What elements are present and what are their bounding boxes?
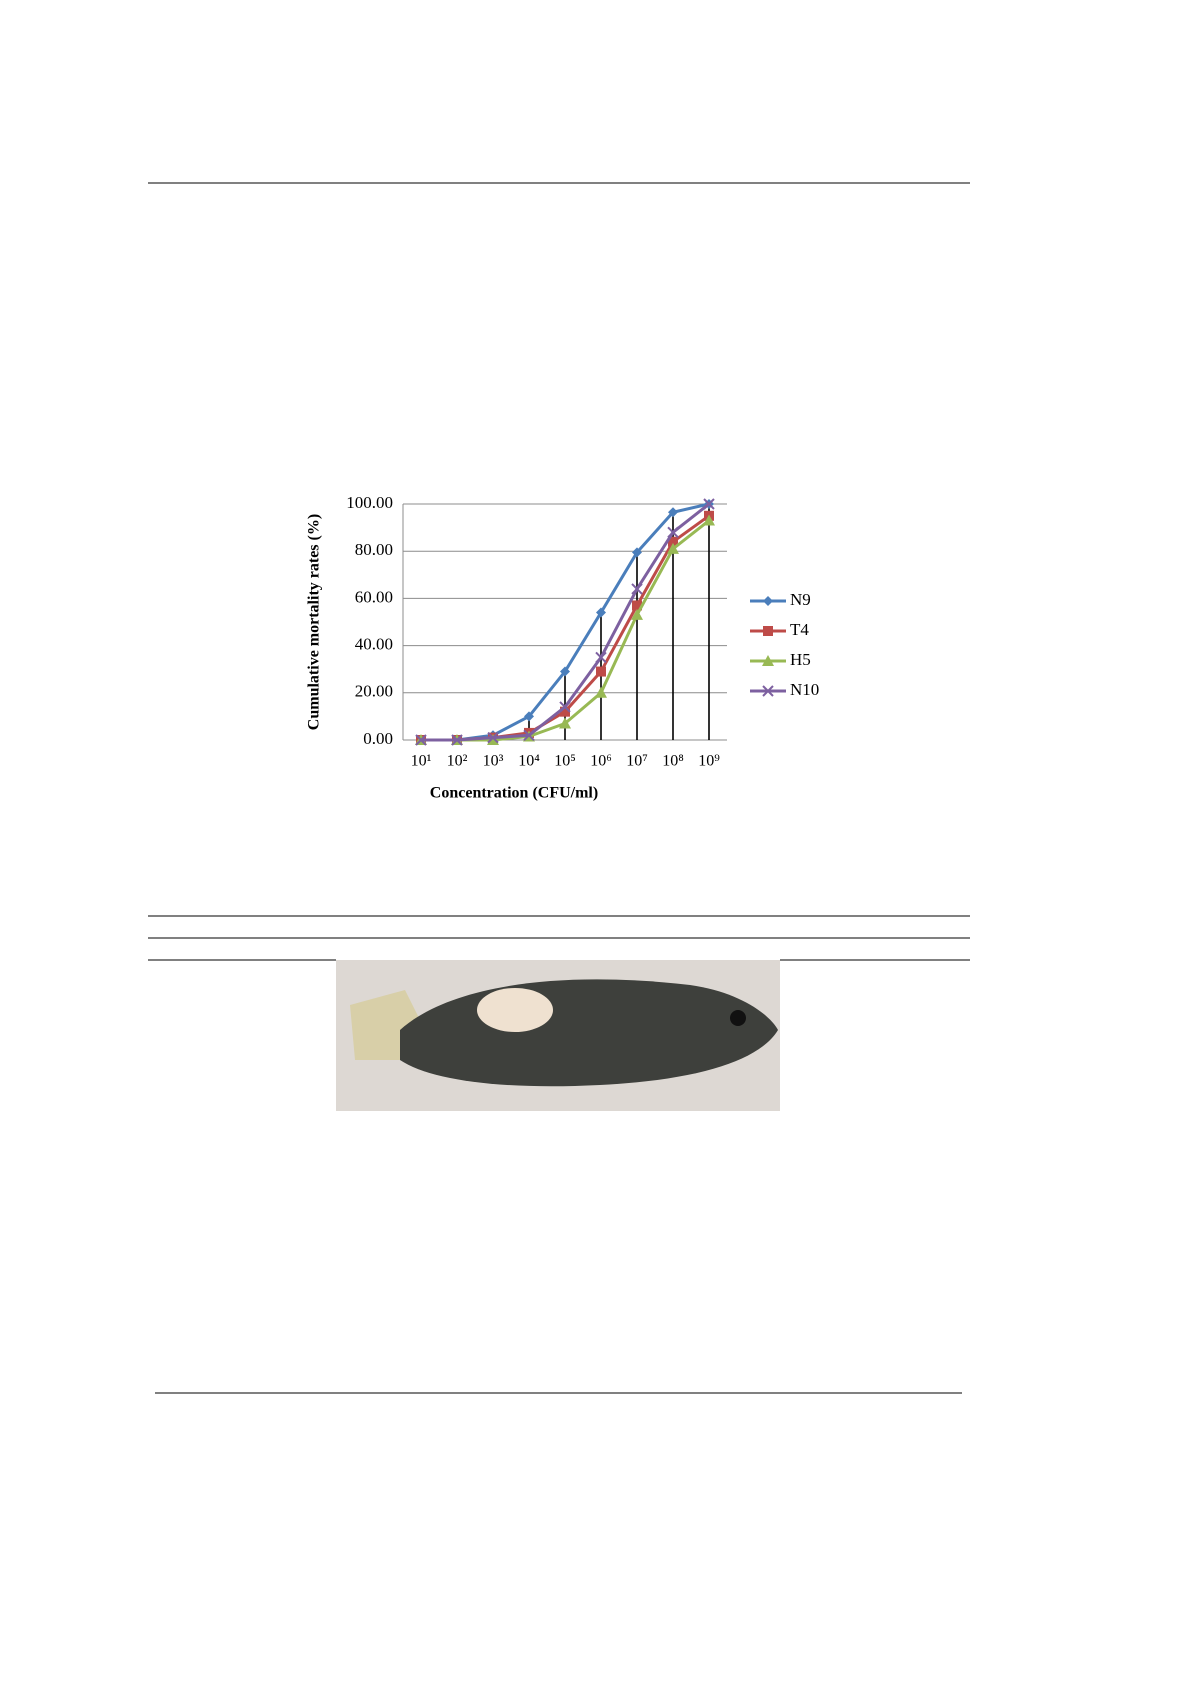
x-tick-label: 10¹ bbox=[411, 753, 432, 770]
data-point bbox=[632, 600, 642, 611]
data-point bbox=[703, 498, 715, 510]
x-tick-label: 10⁹ bbox=[698, 753, 720, 770]
data-point bbox=[667, 542, 679, 554]
data-point bbox=[595, 651, 607, 664]
y-tick-label: 100.00 bbox=[346, 493, 393, 512]
data-point bbox=[560, 706, 570, 717]
data-point bbox=[451, 734, 463, 746]
data-point bbox=[560, 666, 570, 677]
data-point bbox=[631, 608, 643, 620]
y-tick-label: 20.00 bbox=[355, 682, 393, 701]
legend-label: H5 bbox=[790, 650, 811, 669]
series-line bbox=[421, 502, 710, 742]
data-point bbox=[415, 734, 427, 746]
data-point bbox=[667, 526, 679, 539]
y-tick-label: 0.00 bbox=[363, 729, 393, 748]
data-point bbox=[596, 666, 606, 677]
data-point bbox=[703, 514, 715, 526]
legend-label: N9 bbox=[790, 590, 811, 609]
data-point bbox=[596, 607, 606, 618]
data-point bbox=[632, 547, 642, 558]
data-point bbox=[631, 583, 643, 595]
y-tick-label: 40.00 bbox=[355, 635, 393, 654]
data-point bbox=[668, 536, 678, 547]
x-tick-label: 10⁸ bbox=[662, 753, 684, 770]
data-point bbox=[668, 507, 678, 518]
legend-marker bbox=[762, 655, 774, 666]
legend-label: T4 bbox=[790, 620, 809, 639]
x-tick-label: 10⁴ bbox=[518, 753, 540, 770]
data-point bbox=[559, 701, 571, 713]
y-tick-label: 60.00 bbox=[355, 587, 393, 606]
legend-marker bbox=[762, 685, 774, 697]
data-point bbox=[523, 729, 535, 741]
legend-marker bbox=[763, 626, 773, 636]
fish-photo bbox=[336, 960, 780, 1111]
x-tick-label: 10³ bbox=[483, 753, 504, 770]
x-tick-label: 10⁵ bbox=[554, 753, 576, 770]
y-axis-title: Cumulative mortality rates (%) bbox=[306, 514, 323, 730]
legend-marker bbox=[763, 596, 773, 606]
data-point bbox=[559, 717, 571, 729]
data-point bbox=[595, 686, 607, 698]
y-tick-label: 80.00 bbox=[355, 540, 393, 559]
legend-label: N10 bbox=[790, 680, 819, 699]
x-axis-title: Concentration (CFU/ml) bbox=[430, 785, 598, 802]
data-point bbox=[487, 734, 499, 745]
data-point bbox=[487, 731, 499, 744]
data-point bbox=[524, 711, 534, 722]
x-tick-label: 10² bbox=[447, 753, 468, 770]
x-tick-label: 10⁶ bbox=[590, 753, 612, 770]
x-tick-label: 10⁷ bbox=[626, 753, 648, 770]
